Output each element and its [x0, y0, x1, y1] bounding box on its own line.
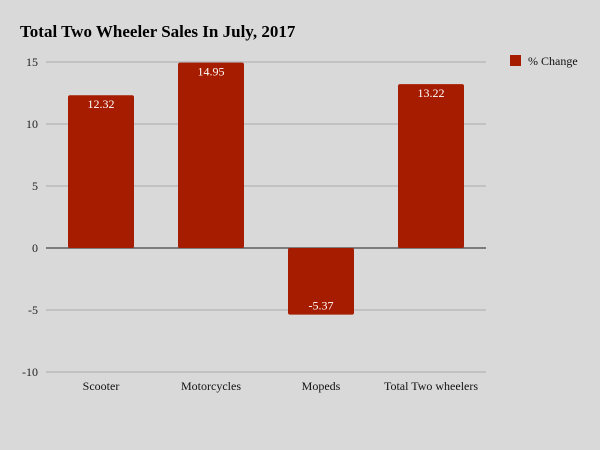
y-axis-ticks: 15 10 5 0 -5 -10 — [22, 55, 38, 379]
x-tick-label: Scooter — [83, 379, 120, 393]
bar — [178, 62, 244, 249]
x-axis-categories: Scooter Motorcycles Mopeds Total Two wheele… — [83, 379, 479, 393]
x-tick-label: Mopeds — [302, 379, 341, 393]
bar — [68, 95, 134, 249]
legend: % Change — [510, 54, 578, 68]
y-tick-label: 5 — [32, 179, 38, 193]
y-tick-label: 15 — [26, 55, 38, 69]
legend-label: % Change — [528, 54, 578, 68]
x-tick-label: Motorcycles — [181, 379, 241, 393]
data-label: 14.95 — [198, 65, 225, 79]
data-label: 13.22 — [418, 86, 445, 100]
data-label: -5.37 — [309, 299, 334, 313]
bars — [68, 62, 464, 315]
y-tick-label: -5 — [28, 303, 38, 317]
bar — [398, 84, 464, 249]
y-tick-label: 0 — [32, 241, 38, 255]
chart-title: Total Two Wheeler Sales In July, 2017 — [20, 22, 296, 41]
bar — [288, 248, 354, 315]
y-tick-label: 10 — [26, 117, 38, 131]
data-labels: 12.32 14.95 -5.37 13.22 — [88, 65, 445, 313]
x-tick-label: Total Two wheelers — [384, 379, 478, 393]
y-tick-label: -10 — [22, 365, 38, 379]
data-label: 12.32 — [88, 97, 115, 111]
legend-swatch — [510, 55, 521, 66]
